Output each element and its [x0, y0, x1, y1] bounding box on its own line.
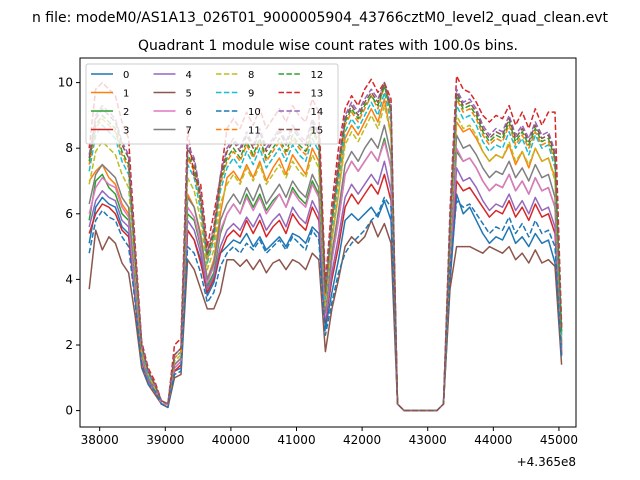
- legend-label-7: 7: [186, 126, 192, 137]
- legend-label-13: 13: [311, 89, 324, 100]
- x-tick-label: 43000: [409, 433, 447, 447]
- plot-frame: [79, 57, 577, 428]
- y-tick-label: 0: [65, 404, 73, 418]
- x-tick-label: 45000: [540, 433, 578, 447]
- legend-label-11: 11: [248, 126, 261, 137]
- x-tick-label: 44000: [474, 433, 512, 447]
- legend-label-10: 10: [248, 107, 261, 118]
- legend-label-14: 14: [311, 107, 324, 118]
- x-tick-label: 41000: [277, 433, 315, 447]
- x-tick-label: 38000: [81, 433, 119, 447]
- y-tick-label: 6: [65, 207, 73, 221]
- y-tick-label: 4: [65, 272, 73, 286]
- legend-box: [85, 63, 339, 145]
- legend-label-3: 3: [123, 126, 129, 137]
- figure-suptitle: n file: modeM0/AS1A13_026T01_9000005904_…: [32, 10, 609, 26]
- x-tick-label: 40000: [212, 433, 250, 447]
- legend-label-9: 9: [248, 89, 254, 100]
- legend-label-6: 6: [186, 107, 192, 118]
- chart-title: Quadrant 1 module wise count rates with …: [138, 38, 518, 54]
- y-axis: 0 2 4 6 8 10: [58, 76, 80, 418]
- series-line-10: [88, 196, 563, 412]
- y-tick-label: 8: [65, 141, 73, 155]
- legend-label-5: 5: [186, 89, 192, 100]
- legend-label-8: 8: [248, 70, 254, 81]
- series-line-15: [88, 81, 563, 412]
- x-axis: 38000 39000 40000 41000 42000 43000 44000 45000: [81, 427, 578, 447]
- y-tick-label: 2: [65, 338, 73, 352]
- legend-label-1: 1: [123, 89, 129, 100]
- legend-label-2: 2: [123, 107, 129, 118]
- x-tick-label: 42000: [343, 433, 381, 447]
- series-layer: [88, 75, 563, 412]
- y-tick-label: 10: [58, 76, 73, 90]
- legend-label-15: 15: [311, 126, 324, 137]
- x-offset-label: +4.365e8: [517, 455, 576, 469]
- legend-label-4: 4: [186, 70, 192, 81]
- legend-label-12: 12: [311, 70, 324, 81]
- legend-label-0: 0: [123, 70, 129, 81]
- x-tick-label: 39000: [146, 433, 184, 447]
